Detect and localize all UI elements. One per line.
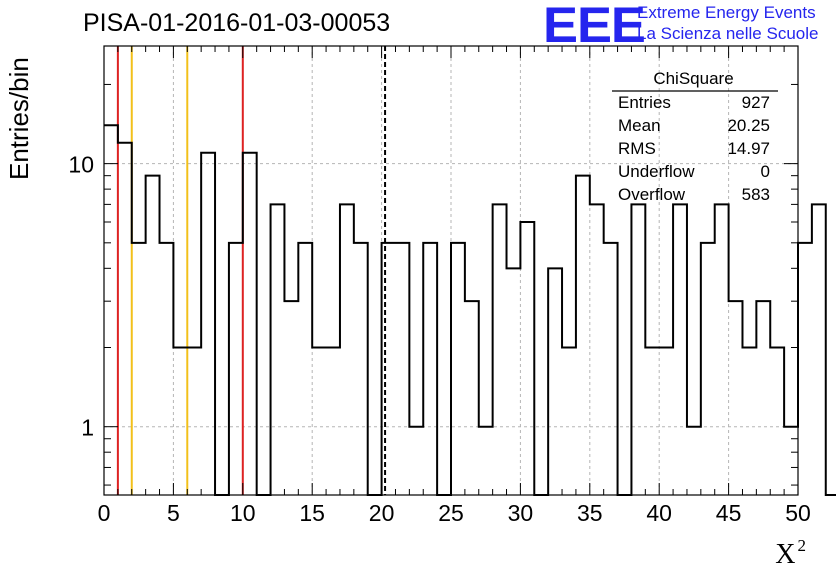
stats-label: Overflow xyxy=(618,185,686,204)
y-tick-label: 10 xyxy=(68,152,94,178)
stats-value: 14.97 xyxy=(727,139,770,158)
y-axis-label: Entries/bin xyxy=(4,57,34,180)
histogram-series xyxy=(104,124,836,496)
stats-value: 0 xyxy=(760,162,770,181)
logo-line-2: La Scienza nelle Scuole xyxy=(637,24,819,43)
stats-box-title: ChiSquare xyxy=(653,69,734,88)
x-tick-label: 35 xyxy=(577,500,603,526)
x-tick-label: 50 xyxy=(785,500,811,526)
chart-title: PISA-01-2016-01-03-00053 xyxy=(83,9,391,37)
stats-value: 583 xyxy=(741,185,770,204)
x-tick-label: 25 xyxy=(438,500,464,526)
x-axis-label-text: X xyxy=(775,539,796,570)
stats-label: Mean xyxy=(618,116,661,135)
y-tick-label: 1 xyxy=(81,415,94,441)
x-tick-label: 20 xyxy=(369,500,395,526)
stats-label: Underflow xyxy=(618,162,695,181)
x-tick-label: 0 xyxy=(98,500,111,526)
x-tick-label: 10 xyxy=(230,500,256,526)
stats-value: 20.25 xyxy=(727,116,770,135)
marker-lines xyxy=(116,46,387,495)
x-tick-label: 45 xyxy=(716,500,742,526)
eee-logo: EEE xyxy=(543,0,646,53)
x-tick-label: 40 xyxy=(646,500,672,526)
logo-line-1: Extreme Energy Events xyxy=(637,3,816,22)
x-tick-label: 5 xyxy=(167,500,180,526)
stats-value: 927 xyxy=(741,93,770,112)
x-axis-label-superscript: 2 xyxy=(797,536,807,555)
stats-label: Entries xyxy=(618,93,671,112)
stats-label: RMS xyxy=(618,139,656,158)
x-tick-label: 15 xyxy=(299,500,325,526)
axes xyxy=(103,45,799,496)
x-tick-label: 30 xyxy=(508,500,534,526)
tick-labels: 0 5 10 15 20 25 30 35 40 45 50 1 10 xyxy=(68,152,810,526)
